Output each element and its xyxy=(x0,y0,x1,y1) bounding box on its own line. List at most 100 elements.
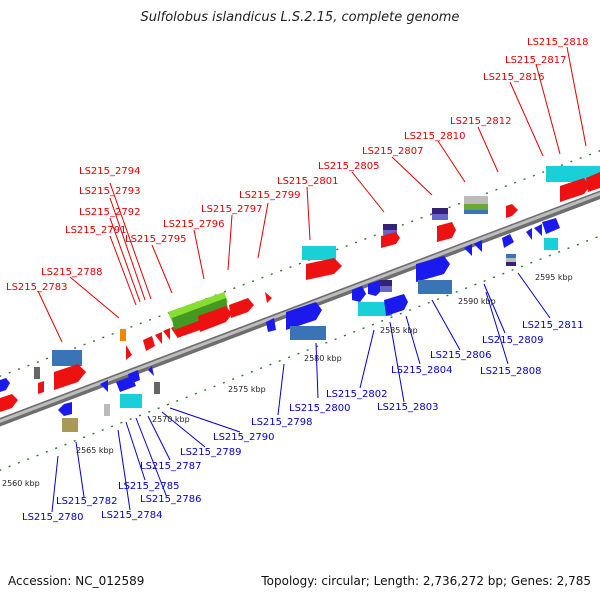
bottom-gene-labels: LS215_2811 LS215_2809 LS215_2808 LS215_2… xyxy=(22,320,583,523)
gene-arrow xyxy=(265,292,272,303)
gene-label: LS215_2786 xyxy=(140,494,201,505)
bottom-leader-lines xyxy=(51,272,551,513)
gene-label: LS215_2793 xyxy=(79,186,140,197)
gene-label: LS215_2788 xyxy=(41,267,102,278)
gene-label: LS215_2796 xyxy=(163,219,224,230)
gene-box xyxy=(120,394,142,408)
gene-box xyxy=(358,302,392,316)
gene-arrow xyxy=(286,302,322,330)
gene-box xyxy=(506,258,516,262)
gene-arrow xyxy=(266,318,276,332)
gene-label: LS215_2811 xyxy=(522,320,583,331)
scale-label: 2560 kbp xyxy=(2,479,40,488)
gene-box xyxy=(432,214,448,220)
gene-arrow xyxy=(126,345,132,360)
gene-box xyxy=(62,418,78,432)
gene-box xyxy=(120,329,126,341)
gene-arrow xyxy=(128,370,140,384)
gene-label: LS215_2789 xyxy=(180,447,241,458)
gene-label: LS215_2784 xyxy=(101,510,162,521)
gene-arrow xyxy=(416,256,450,282)
gene-box xyxy=(302,246,336,260)
accession-label: Accession: NC_012589 xyxy=(8,574,145,588)
scale-labels: 2560 kbp 2565 kbp 2570 kbp 2575 kbp 2580… xyxy=(2,273,573,488)
gene-box xyxy=(464,196,488,204)
gene-box xyxy=(506,254,516,258)
gene-box xyxy=(418,280,452,294)
gene-box xyxy=(104,404,110,416)
topology-info: Topology: circular; Length: 2,736,272 bp… xyxy=(261,574,591,588)
gene-box xyxy=(544,238,558,250)
gene-box xyxy=(464,210,488,214)
gene-arrow xyxy=(54,364,86,390)
gene-label: LS215_2790 xyxy=(213,432,274,443)
gene-box xyxy=(383,230,397,235)
gene-arrow xyxy=(163,328,170,340)
gene-label: LS215_2782 xyxy=(56,496,117,507)
scale-label: 2585 kbp xyxy=(380,326,418,335)
gene-label: LS215_2791 xyxy=(65,225,126,236)
gene-label: LS215_2804 xyxy=(391,365,452,376)
gene-label: LS215_2817 xyxy=(505,55,566,66)
scale-label: 2580 kbp xyxy=(304,354,342,363)
gene-box xyxy=(52,350,82,366)
gene-label: LS215_2812 xyxy=(450,116,511,127)
scale-label: 2590 kbp xyxy=(458,297,496,306)
gene-box xyxy=(383,224,397,230)
scale-label: 2565 kbp xyxy=(76,446,114,455)
gene-label: LS215_2808 xyxy=(480,366,541,377)
gene-arrow xyxy=(542,218,560,234)
gene-arrow xyxy=(0,378,10,392)
gene-arrow xyxy=(506,204,518,218)
gene-label: LS215_2799 xyxy=(239,190,300,201)
top-gene-labels: LS215_2818 LS215_2817 LS215_2816 LS215_2… xyxy=(6,37,588,293)
gene-arrow xyxy=(198,306,232,332)
gene-arrow xyxy=(437,222,456,242)
scale-label: 2570 kbp xyxy=(152,415,190,424)
gene-label: LS215_2783 xyxy=(6,282,67,293)
gene-arrow xyxy=(148,366,154,376)
gene-arrow xyxy=(464,244,472,256)
scale-label: 2595 kbp xyxy=(535,273,573,282)
gene-box xyxy=(172,298,228,330)
gene-box xyxy=(380,286,392,292)
gene-label: LS215_2780 xyxy=(22,512,83,523)
gene-label: LS215_2816 xyxy=(483,72,544,83)
gene-arrow xyxy=(502,234,514,248)
gene-label: LS215_2797 xyxy=(201,204,262,215)
gene-arrow xyxy=(58,402,72,416)
gene-label: LS215_2805 xyxy=(318,161,379,172)
gene-label: LS215_2802 xyxy=(326,389,387,400)
gene-box xyxy=(506,262,516,266)
gene-arrow xyxy=(155,332,162,344)
gene-arrow xyxy=(381,232,400,248)
gene-label: LS215_2801 xyxy=(277,176,338,187)
gene-box xyxy=(380,280,392,286)
gene-box xyxy=(34,367,40,379)
gene-arrow xyxy=(474,240,482,252)
gene-arrow xyxy=(177,316,205,338)
gene-label: LS215_2787 xyxy=(140,461,201,472)
top-leader-lines xyxy=(37,46,587,343)
gene-box xyxy=(154,382,160,394)
gene-arrow xyxy=(0,394,18,412)
gene-box xyxy=(464,204,488,210)
gene-features xyxy=(0,166,600,432)
gene-label: LS215_2794 xyxy=(79,166,140,177)
gene-arrow xyxy=(534,224,542,236)
gene-arrow xyxy=(560,178,590,202)
gene-arrow xyxy=(229,298,254,318)
gene-label: LS215_2792 xyxy=(79,207,140,218)
gene-label: LS215_2803 xyxy=(377,402,438,413)
gene-label: LS215_2795 xyxy=(125,234,186,245)
gene-arrow xyxy=(384,294,408,316)
gene-arrow xyxy=(526,228,532,240)
tick-row-bottom xyxy=(0,235,600,471)
gene-label: LS215_2806 xyxy=(430,350,491,361)
map-title: Sulfolobus islandicus L.S.2.15, complete… xyxy=(140,10,460,25)
gene-label: LS215_2807 xyxy=(362,146,423,157)
gene-arrow xyxy=(352,286,366,302)
gene-arrow xyxy=(38,381,44,394)
